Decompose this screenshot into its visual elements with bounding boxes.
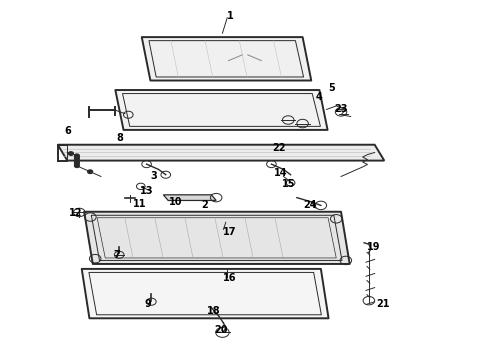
Circle shape (74, 162, 79, 165)
Text: 23: 23 (334, 104, 348, 114)
Text: 7: 7 (113, 250, 120, 260)
Polygon shape (115, 90, 328, 130)
Text: 12: 12 (69, 208, 83, 218)
Polygon shape (58, 145, 384, 161)
Text: 14: 14 (274, 168, 288, 178)
Text: 10: 10 (169, 197, 182, 207)
Text: 20: 20 (214, 325, 228, 335)
Polygon shape (84, 212, 350, 264)
Text: 8: 8 (117, 133, 123, 143)
Text: 9: 9 (145, 299, 151, 309)
Text: 2: 2 (201, 200, 208, 210)
Circle shape (74, 164, 79, 167)
Circle shape (74, 157, 79, 160)
Polygon shape (82, 269, 329, 318)
Text: 16: 16 (223, 273, 236, 283)
Polygon shape (163, 195, 216, 201)
Text: 24: 24 (303, 200, 317, 210)
Text: 18: 18 (207, 306, 220, 316)
Text: 13: 13 (140, 186, 153, 196)
Polygon shape (142, 37, 311, 81)
Text: 6: 6 (64, 126, 71, 136)
Text: 1: 1 (227, 11, 234, 21)
Text: 17: 17 (223, 227, 236, 237)
Text: 3: 3 (150, 171, 157, 181)
Text: 4: 4 (316, 92, 323, 102)
Text: 11: 11 (133, 199, 146, 209)
Text: 15: 15 (281, 179, 295, 189)
Circle shape (74, 159, 79, 162)
Circle shape (88, 170, 93, 174)
Circle shape (74, 154, 79, 158)
Text: 19: 19 (367, 242, 380, 252)
Circle shape (69, 152, 74, 155)
Text: 22: 22 (272, 143, 285, 153)
Text: 5: 5 (328, 83, 335, 93)
Text: 21: 21 (376, 299, 390, 309)
